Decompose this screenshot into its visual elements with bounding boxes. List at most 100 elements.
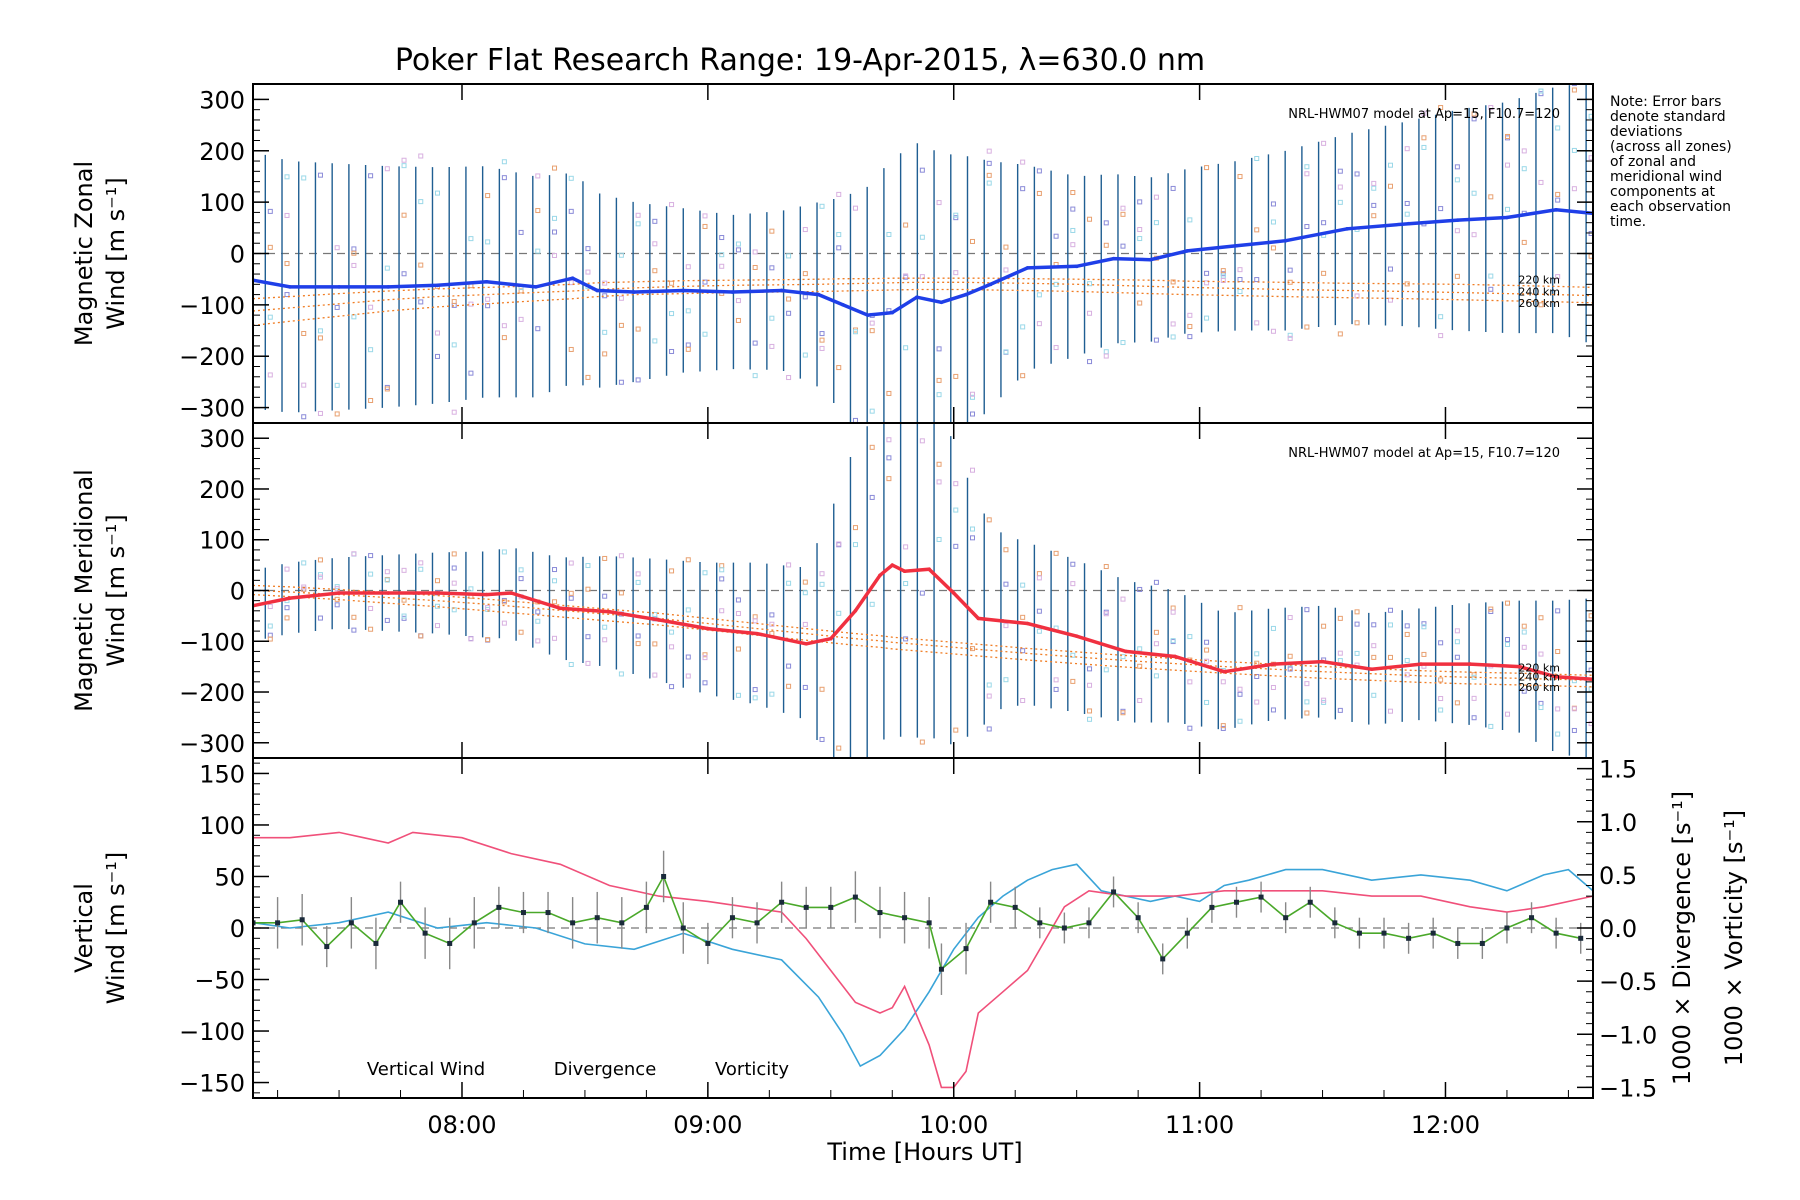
zone-sample-marker: [401, 212, 407, 218]
vertical-wind-point: [324, 944, 330, 950]
vertical-wind-point: [680, 925, 686, 931]
zone-sample-marker: [618, 252, 624, 258]
zone-sample-marker: [1438, 640, 1444, 646]
zone-sample-marker: [351, 262, 357, 268]
vertical-wind-point: [877, 910, 883, 916]
mean-wind-line: [253, 208, 1593, 317]
zone-sample-marker: [1036, 168, 1042, 174]
zone-sample-marker: [836, 365, 842, 371]
zone-sample-marker: [485, 604, 491, 610]
zone-sample-marker: [802, 621, 808, 627]
zone-sample-marker: [1153, 641, 1159, 647]
zone-sample-marker: [602, 624, 608, 630]
zone-sample-marker: [819, 581, 825, 587]
zone-sample-marker: [769, 228, 775, 234]
zone-sample-marker: [719, 608, 725, 614]
y2-tick-label: −0.5: [1599, 968, 1657, 996]
mean-wind-point: [828, 636, 833, 641]
zone-sample-marker: [351, 250, 357, 256]
zone-sample-marker: [769, 315, 775, 321]
zone-sample-marker: [1036, 575, 1042, 581]
zone-sample-marker: [535, 326, 541, 332]
zone-sample-marker: [1020, 648, 1026, 654]
zone-sample-marker: [485, 637, 491, 643]
zone-sample-marker: [368, 626, 374, 632]
mean-wind-point: [853, 609, 858, 613]
zone-sample-marker: [1020, 159, 1026, 165]
zone-sample-marker: [368, 397, 374, 403]
zone-sample-marker: [1220, 268, 1226, 274]
y-tick-label: −100: [179, 628, 245, 656]
zone-sample-marker: [1003, 349, 1009, 355]
y-tick-label: −300: [179, 730, 245, 758]
zone-sample-marker: [1304, 224, 1310, 230]
zone-sample-marker: [1187, 312, 1193, 318]
mean-wind-point: [1517, 664, 1522, 669]
zone-sample-marker: [317, 410, 323, 416]
zone-sample-marker: [1103, 353, 1109, 359]
zone-sample-marker: [552, 215, 558, 221]
zone-sample-marker: [1220, 723, 1226, 729]
zone-sample-marker: [1421, 624, 1427, 630]
vertical-wind-point: [545, 910, 551, 916]
vertical-wind-point: [754, 920, 760, 926]
zone-sample-marker: [451, 580, 457, 586]
zone-sample-marker: [1003, 267, 1009, 273]
model-label: NRL-HWM07 model at Ap=15, F10.7=120: [1288, 107, 1560, 122]
zone-sample-marker: [368, 553, 374, 559]
vertical-wind-point: [1307, 899, 1313, 905]
zone-sample-marker: [836, 232, 842, 238]
zone-sample-marker: [1120, 205, 1126, 211]
zone-sample-marker: [819, 686, 825, 692]
zone-sample-marker: [886, 476, 892, 482]
zone-sample-marker: [1036, 628, 1042, 634]
vertical-wind-point: [938, 966, 944, 972]
zone-sample-marker: [1538, 651, 1544, 657]
zone-sample-marker: [1555, 649, 1561, 655]
mean-wind-point: [890, 563, 895, 567]
zone-sample-marker: [1254, 227, 1260, 233]
zone-sample-marker: [1438, 696, 1444, 702]
zone-sample-marker: [1321, 270, 1327, 276]
zone-sample-marker: [1387, 607, 1393, 613]
zone-sample-marker: [702, 213, 708, 219]
mean-wind-point: [1025, 266, 1030, 270]
zone-sample-marker: [1053, 550, 1059, 556]
zone-sample-marker: [1170, 638, 1176, 644]
zone-sample-marker: [1555, 125, 1561, 131]
mean-wind-point: [288, 285, 292, 289]
zone-sample-marker: [267, 636, 273, 642]
zone-sample-marker: [485, 296, 491, 302]
zone-sample-marker: [1438, 206, 1444, 212]
zone-sample-marker: [1053, 233, 1059, 239]
zone-sample-marker: [1321, 220, 1327, 226]
zone-sample-marker: [1538, 88, 1544, 94]
zone-sample-marker: [267, 244, 273, 250]
vertical-wind-point: [398, 899, 404, 905]
zone-sample-marker: [1555, 706, 1561, 712]
zone-sample-marker: [635, 571, 641, 577]
zone-sample-marker: [1254, 699, 1260, 705]
zone-sample-marker: [1387, 266, 1393, 272]
zone-sample-marker: [920, 457, 924, 461]
zone-sample-marker: [618, 295, 624, 301]
zone-sample-marker: [1371, 180, 1377, 186]
zone-sample-marker: [1404, 623, 1410, 629]
zone-sample-marker: [418, 199, 424, 205]
zone-sample-marker: [1270, 625, 1276, 631]
zone-sample-marker: [451, 409, 457, 415]
zone-sample-marker: [434, 330, 440, 336]
zone-sample-marker: [1187, 634, 1193, 640]
zone-sample-marker: [769, 691, 775, 697]
zone-sample-marker: [836, 191, 842, 197]
zone-sample-marker: [937, 394, 941, 398]
legend-vertical-wind: Vertical Wind: [367, 1059, 485, 1080]
vertical-wind-point: [1332, 920, 1338, 926]
zone-sample-marker: [1087, 708, 1093, 714]
zone-sample-marker: [351, 627, 357, 633]
note-line: each observation: [1610, 199, 1731, 215]
zone-sample-marker: [585, 246, 591, 252]
zone-sample-marker: [1070, 227, 1076, 233]
zone-sample-marker: [568, 595, 574, 601]
vertical-wind-point: [828, 904, 834, 910]
